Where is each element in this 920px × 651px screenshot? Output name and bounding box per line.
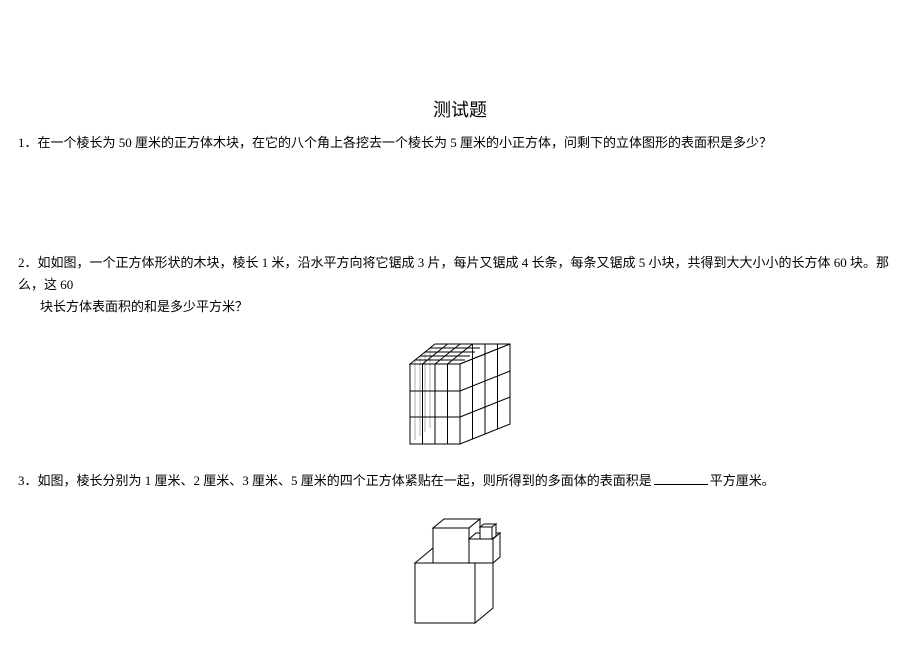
- q3-text-post: 平方厘米。: [710, 473, 775, 488]
- q2-text-line1: 如如图，一个正方体形状的木块，棱长 1 米，沿水平方向将它锯成 3 片，每片又锯…: [18, 255, 889, 292]
- q3-blank: [654, 470, 708, 485]
- q3-number: 3．: [18, 473, 38, 488]
- question-3: 3．如图，棱长分别为 1 厘米、2 厘米、3 厘米、5 厘米的四个正方体紧贴在一…: [18, 470, 902, 492]
- figure-2-wrapper: [18, 334, 902, 454]
- stacked-cubes-figure: [385, 508, 535, 628]
- document-title: 测试题: [18, 96, 902, 122]
- q1-text: 在一个棱长为 50 厘米的正方体木块，在它的八个角上各挖去一个棱长为 5 厘米的…: [38, 135, 773, 150]
- question-2: 2．如如图，一个正方体形状的木块，棱长 1 米，沿水平方向将它锯成 3 片，每片…: [18, 252, 902, 318]
- q3-text-pre: 如图，棱长分别为 1 厘米、2 厘米、3 厘米、5 厘米的四个正方体紧贴在一起，…: [38, 473, 652, 488]
- q2-number: 2．: [18, 255, 38, 270]
- figure-3-wrapper: [18, 508, 902, 628]
- question-1: 1．在一个棱长为 50 厘米的正方体木块，在它的八个角上各挖去一个棱长为 5 厘…: [18, 132, 902, 154]
- cube-grid-figure: [380, 334, 540, 454]
- q1-number: 1．: [18, 135, 38, 150]
- page: 测试题 1．在一个棱长为 50 厘米的正方体木块，在它的八个角上各挖去一个棱长为…: [0, 96, 920, 628]
- spacing: [18, 170, 902, 252]
- q2-text-line2: 块长方体表面积的和是多少平方米？: [18, 299, 248, 314]
